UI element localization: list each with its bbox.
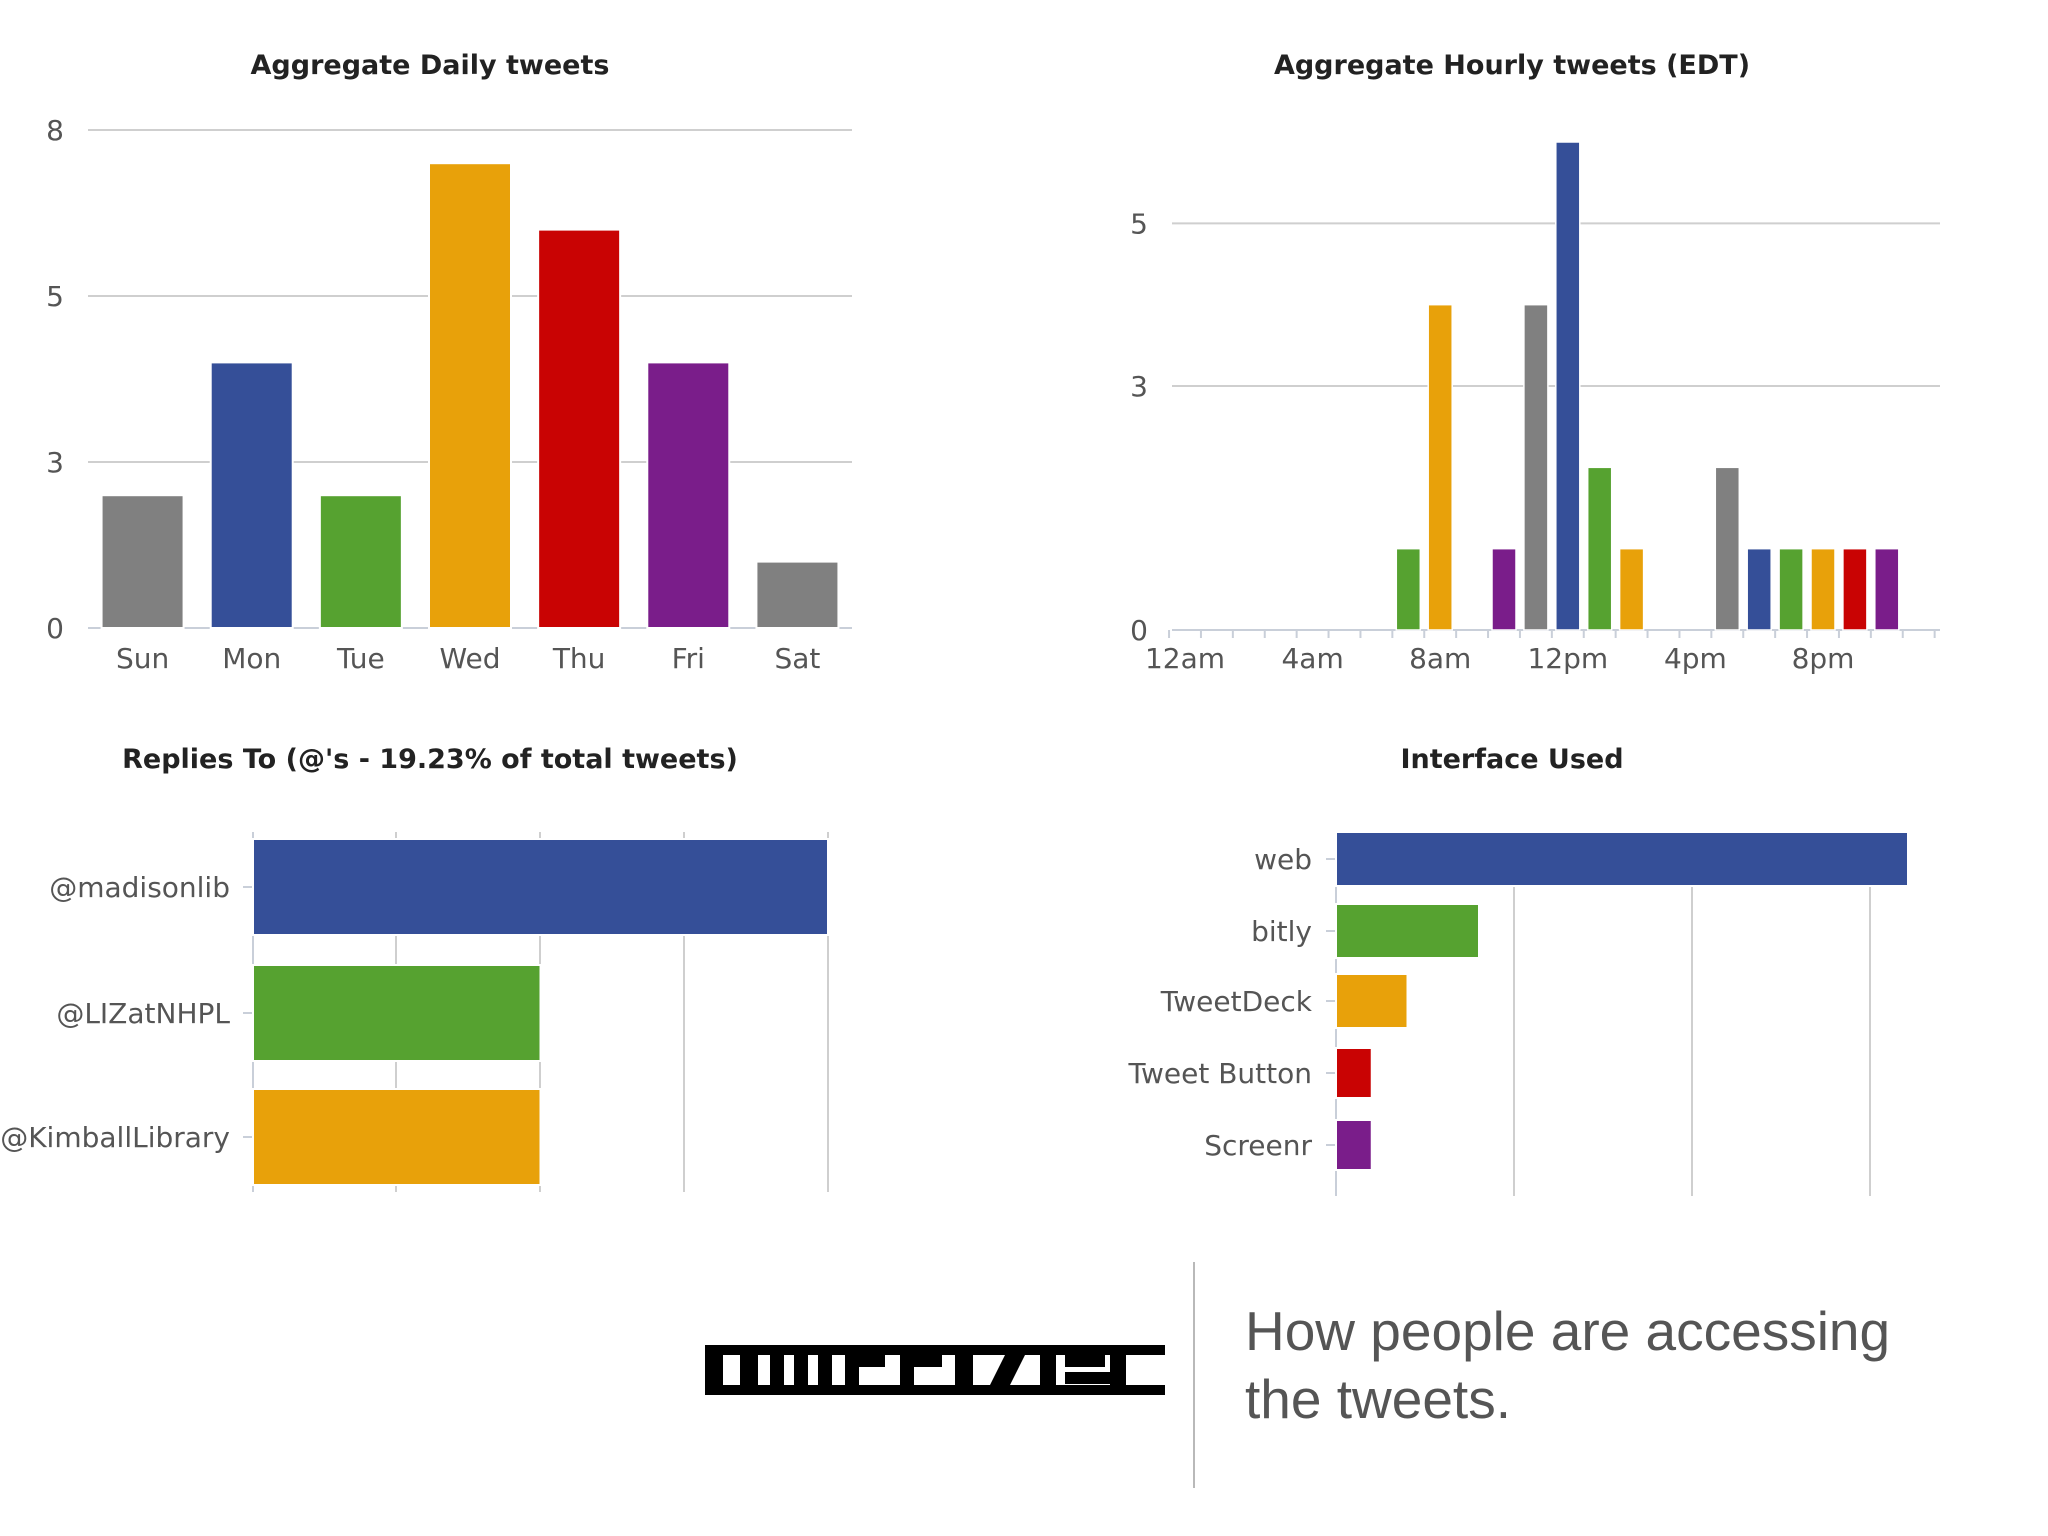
hourly-chart-title: Aggregate Hourly tweets (EDT) bbox=[1274, 50, 1750, 81]
logo-stroke bbox=[818, 1355, 832, 1395]
hourly-bar-hour-21 bbox=[1842, 547, 1868, 631]
slide-caption: How people are accessing the tweets. bbox=[1245, 1297, 2005, 1433]
hourly-x-tick-label: 8pm bbox=[1792, 642, 1855, 675]
interface-chart: Interface Used web bitly TweetDeck Tweet Bu… bbox=[1128, 744, 1909, 1196]
daily-bar-mon bbox=[209, 361, 294, 629]
daily-y-tick-label: 8 bbox=[46, 114, 64, 147]
interface-bar bbox=[1335, 973, 1409, 1029]
hourly-bar-hour-14 bbox=[1618, 547, 1645, 631]
hourly-bar-hour-20 bbox=[1810, 547, 1836, 631]
daily-tweets-chart: Aggregate Daily tweets 0 3 5 8 Sun Mon Tue Wed T… bbox=[46, 50, 852, 675]
daily-x-tick-label: Mon bbox=[222, 642, 281, 675]
daily-bar-fri bbox=[646, 361, 731, 629]
interface-category-label: TweetDeck bbox=[1160, 985, 1313, 1018]
interface-bar bbox=[1335, 1119, 1373, 1171]
hourly-x-tick-label: 4am bbox=[1281, 642, 1343, 675]
daily-x-tick-label: Thu bbox=[552, 642, 606, 675]
hourly-bar-hour-11 bbox=[1523, 303, 1549, 631]
logo-stroke bbox=[794, 1355, 808, 1395]
hourly-bar-hour-13 bbox=[1586, 466, 1613, 631]
hourly-x-tick-label: 8am bbox=[1409, 642, 1471, 675]
daily-y-tick-label: 0 bbox=[46, 612, 64, 645]
hourly-bar-hour-19 bbox=[1778, 547, 1804, 631]
logo-stroke bbox=[985, 1345, 1030, 1395]
daily-x-tick-label: Wed bbox=[439, 642, 500, 675]
replies-bar bbox=[252, 1088, 542, 1186]
logo-bottom-bar bbox=[705, 1385, 1165, 1395]
logo-stroke bbox=[955, 1355, 973, 1395]
logo-stroke bbox=[845, 1355, 859, 1395]
logo-stroke bbox=[1065, 1355, 1105, 1367]
hourly-y-tick-label: 0 bbox=[1130, 614, 1148, 647]
interface-category-label: Tweet Button bbox=[1128, 1057, 1313, 1090]
caption-divider bbox=[1193, 1262, 1195, 1488]
hourly-y-tick-label: 3 bbox=[1130, 370, 1148, 403]
daily-bar-thu bbox=[537, 228, 622, 629]
replies-category-label: @LIZatNHPL bbox=[56, 997, 230, 1030]
caption-line-1: How people are accessing bbox=[1245, 1300, 1891, 1362]
replies-category-label: @madisonlib bbox=[49, 871, 230, 904]
hourly-x-tick-label: 12pm bbox=[1527, 642, 1608, 675]
daily-x-tick-label: Tue bbox=[336, 642, 385, 675]
daily-x-tick-label: Sun bbox=[116, 642, 169, 675]
hourly-y-tick-label: 5 bbox=[1130, 207, 1148, 240]
daily-y-tick-label: 5 bbox=[46, 280, 64, 313]
interface-bar bbox=[1335, 903, 1480, 959]
hourly-bar-hour-12 bbox=[1555, 141, 1581, 631]
daily-bar-sat bbox=[755, 560, 840, 629]
logo-stroke bbox=[705, 1345, 723, 1395]
hourly-x-tick-label: 12am bbox=[1145, 642, 1225, 675]
interface-bar bbox=[1335, 831, 1909, 887]
caption-line-2: the tweets. bbox=[1245, 1368, 1511, 1430]
daily-bar-sun bbox=[100, 494, 185, 630]
daily-bar-tue bbox=[318, 494, 403, 630]
replies-chart-title: Replies To (@'s - 19.23% of total tweets… bbox=[122, 744, 738, 775]
hourly-bar-hour-17 bbox=[1714, 466, 1741, 631]
interface-bar bbox=[1335, 1047, 1373, 1099]
logo-stroke bbox=[770, 1355, 784, 1395]
replies-category-label: @KimballLibrary bbox=[0, 1121, 230, 1154]
logo-top-bar bbox=[705, 1345, 1165, 1355]
daily-x-tick-label: Fri bbox=[672, 642, 705, 675]
interface-chart-title: Interface Used bbox=[1400, 744, 1623, 775]
hourly-tweets-chart: Aggregate Hourly tweets (EDT) 0 3 5 12am 4am… bbox=[1130, 50, 1940, 675]
tweetstats-logo bbox=[705, 1345, 1165, 1395]
replies-bar bbox=[252, 964, 542, 1062]
daily-bar-wed bbox=[428, 162, 512, 629]
replies-chart: Replies To (@'s - 19.23% of total tweets… bbox=[0, 744, 829, 1192]
replies-bar bbox=[252, 838, 829, 936]
interface-category-label: web bbox=[1254, 843, 1312, 876]
daily-y-tick-label: 3 bbox=[46, 446, 64, 479]
logo-stroke bbox=[900, 1355, 914, 1395]
hourly-x-tick-label: 4pm bbox=[1664, 642, 1727, 675]
hourly-bar-hour-7 bbox=[1395, 547, 1422, 631]
hourly-bar-hour-18 bbox=[1746, 547, 1772, 631]
interface-category-label: Screenr bbox=[1204, 1129, 1312, 1162]
logo-stroke bbox=[1110, 1355, 1126, 1395]
hourly-bar-hour-10 bbox=[1491, 547, 1517, 631]
daily-x-tick-label: Sat bbox=[774, 642, 820, 675]
interface-category-label: bitly bbox=[1251, 915, 1312, 948]
hourly-bar-hour-22 bbox=[1874, 547, 1900, 631]
logo-stroke bbox=[740, 1345, 758, 1395]
logo-stroke bbox=[1040, 1355, 1056, 1395]
hourly-bar-hour-8 bbox=[1427, 303, 1453, 631]
daily-chart-title: Aggregate Daily tweets bbox=[251, 50, 610, 81]
